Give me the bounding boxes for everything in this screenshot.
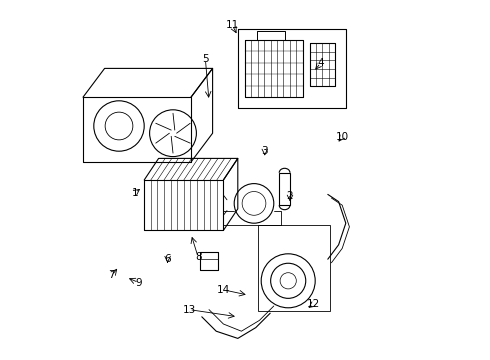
- Text: 5: 5: [202, 54, 209, 64]
- Text: 12: 12: [307, 299, 320, 309]
- Text: 7: 7: [108, 270, 115, 280]
- Text: 10: 10: [336, 132, 349, 142]
- Text: 4: 4: [318, 58, 324, 68]
- Text: 1: 1: [132, 188, 139, 198]
- Text: 8: 8: [195, 252, 201, 262]
- Text: 14: 14: [217, 285, 230, 295]
- Bar: [279, 173, 290, 205]
- Text: 13: 13: [183, 305, 196, 315]
- Text: 9: 9: [136, 278, 142, 288]
- Text: 6: 6: [164, 254, 171, 264]
- Text: 11: 11: [226, 20, 239, 30]
- Text: 3: 3: [262, 146, 268, 156]
- Bar: [258, 225, 330, 311]
- Text: 2: 2: [287, 191, 294, 201]
